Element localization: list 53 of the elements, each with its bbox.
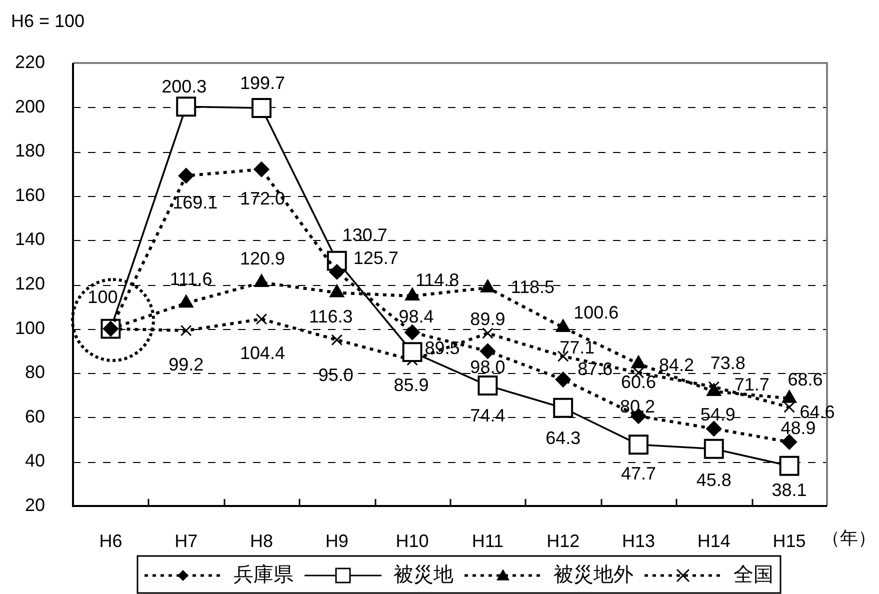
x-tick-label: H12: [546, 530, 580, 551]
data-label: 199.7: [240, 72, 286, 93]
y-tick-label: 140: [14, 229, 45, 250]
data-label: 116.3: [309, 306, 353, 327]
data-label: 71.7: [734, 374, 770, 394]
data-label: 68.6: [788, 369, 823, 390]
data-label: 200.3: [162, 76, 207, 97]
x-tick-label: H8: [250, 530, 274, 551]
y-tick-label: 160: [14, 184, 45, 205]
data-label: 104.4: [240, 343, 286, 364]
x-tick-label: H9: [325, 530, 348, 551]
data-label: 98.0: [470, 357, 506, 378]
legend-label: 全国: [734, 564, 774, 586]
data-label: 85.9: [394, 375, 429, 395]
data-label: 47.7: [620, 464, 656, 484]
data-label: 38.1: [772, 480, 807, 500]
legend-label: 被災地: [394, 564, 454, 586]
y-tick-label: 80: [24, 362, 45, 382]
data-label: 54.9: [700, 404, 736, 425]
data-label: 84.2: [658, 354, 694, 375]
y-tick-label: 180: [14, 140, 45, 161]
data-label: 100.6: [574, 302, 619, 322]
y-tick-label: 20: [24, 494, 45, 515]
data-label: 60.6: [620, 372, 656, 392]
y-tick-label: 200: [14, 96, 45, 116]
legend-label: 被災地外: [554, 564, 634, 586]
x-tick-label: H10: [396, 530, 429, 551]
data-label: 45.8: [696, 470, 732, 490]
data-label: 120.9: [240, 248, 286, 268]
x-tick-label: H7: [174, 530, 198, 551]
data-label: 111.6: [170, 269, 212, 290]
x-tick-label: H6: [99, 530, 122, 551]
y-tick-label: 120: [14, 273, 45, 294]
data-label: 100: [88, 286, 118, 307]
y-tick-label: 40: [24, 450, 45, 471]
x-axis-title: （年）: [822, 528, 876, 548]
x-tick-label: H13: [622, 530, 656, 551]
y-axis-title: H6 = 100: [11, 10, 85, 31]
legend-label: 兵庫県: [234, 564, 294, 586]
data-label: 118.5: [510, 276, 555, 297]
data-label: 98.4: [398, 306, 434, 326]
data-label: 73.8: [710, 352, 746, 373]
y-tick-label: 60: [24, 406, 45, 426]
data-label: 89.9: [470, 309, 506, 330]
data-label: 77.1: [560, 337, 595, 358]
x-tick-label: H15: [772, 530, 806, 551]
x-tick-label: H14: [697, 530, 730, 551]
y-tick-label: 220: [14, 52, 45, 72]
x-tick-label: H11: [472, 530, 504, 551]
y-tick-label: 100: [14, 318, 45, 338]
data-label: 125.7: [353, 248, 398, 268]
data-label: 99.2: [168, 354, 204, 375]
data-label: 64.3: [546, 428, 581, 448]
